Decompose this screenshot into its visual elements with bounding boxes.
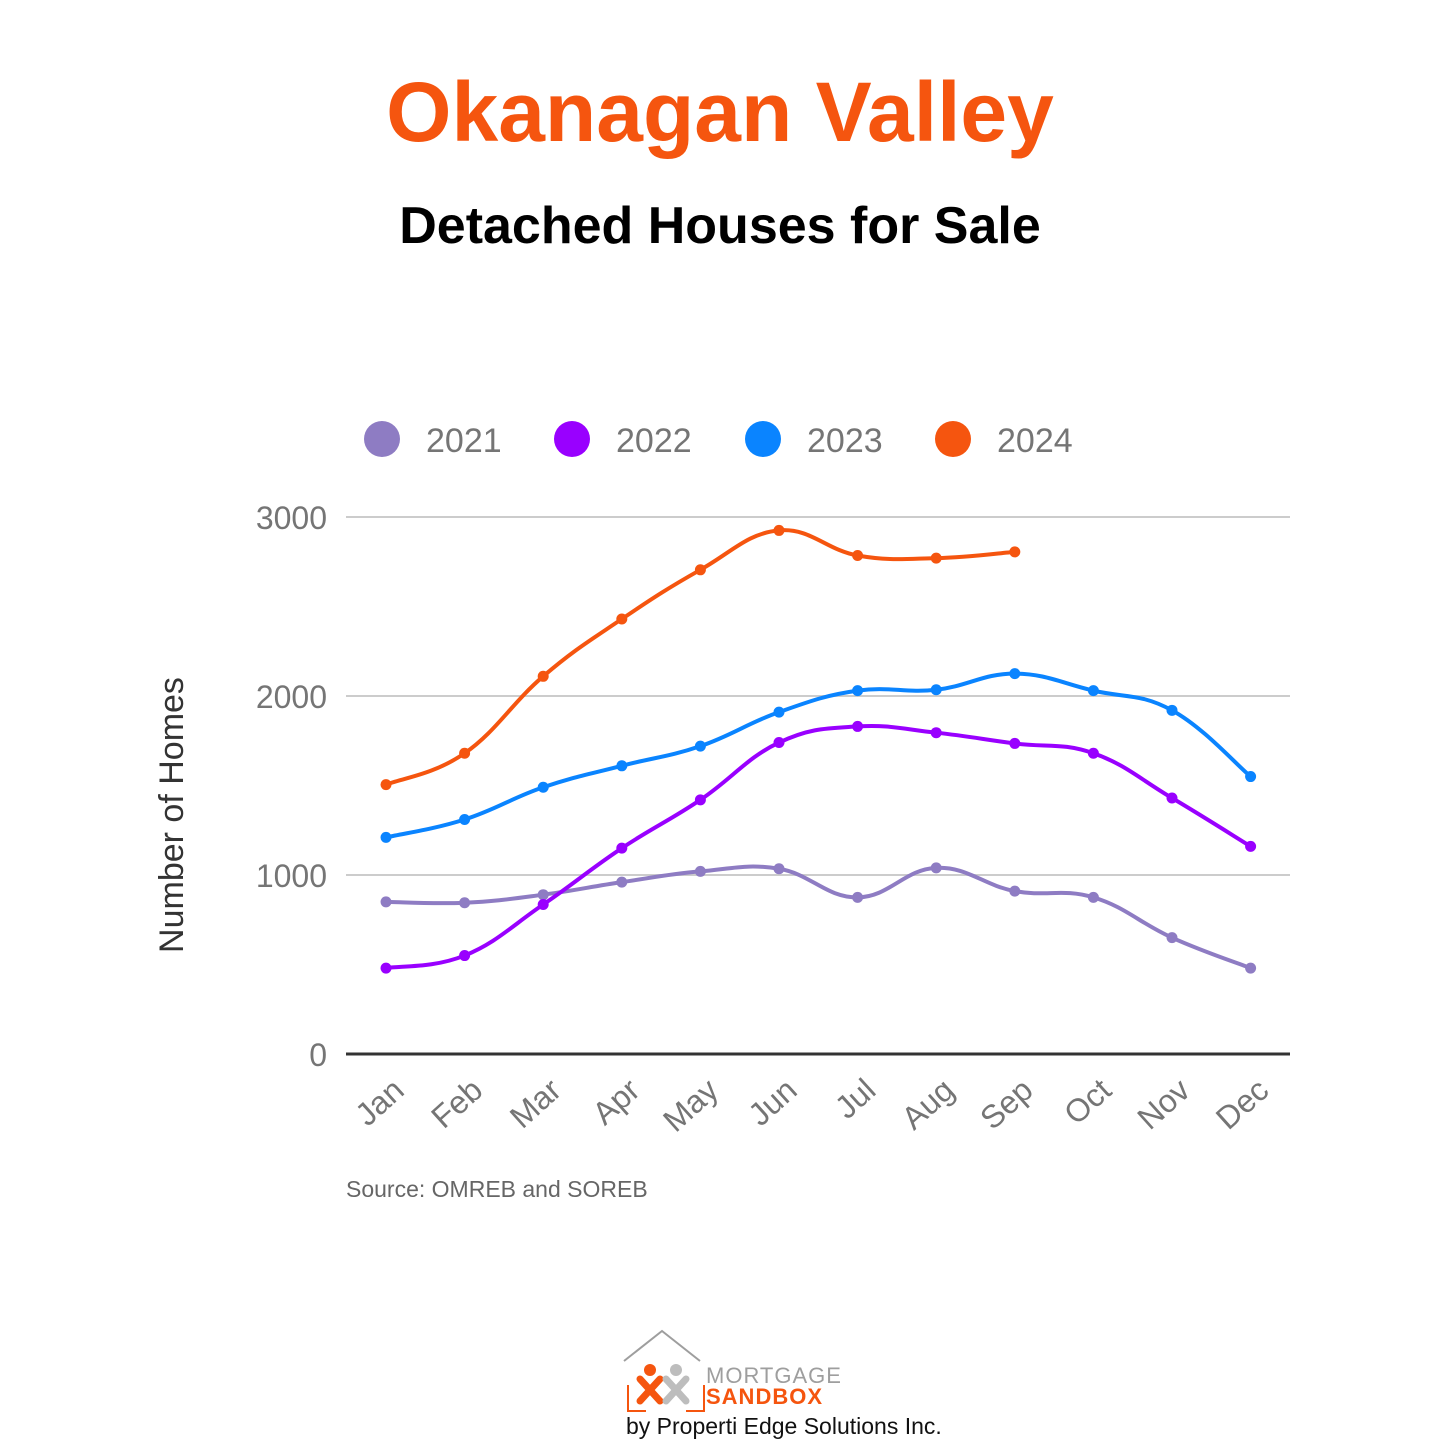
y-tick-label: 1000: [256, 858, 327, 894]
legend-item-2022: 2022: [554, 421, 692, 460]
series-2021: [381, 862, 1257, 973]
chart-series: [381, 525, 1257, 974]
chart-source-note: Source: OMREB and SOREB: [346, 1176, 648, 1203]
series-line-2023: [386, 674, 1251, 838]
data-point-2024: [381, 779, 392, 790]
data-point-2022: [381, 963, 392, 974]
x-tick-label: Nov: [1130, 1071, 1196, 1136]
x-tick-label: Mar: [503, 1071, 568, 1135]
x-tick-label: Dec: [1209, 1071, 1275, 1136]
series-2022: [381, 721, 1257, 974]
data-point-2021: [381, 896, 392, 907]
data-point-2024: [931, 553, 942, 564]
data-point-2021: [459, 897, 470, 908]
data-point-2023: [1167, 705, 1178, 716]
data-point-2021: [616, 877, 627, 888]
data-point-2024: [459, 748, 470, 759]
legend-label: 2023: [807, 422, 883, 460]
data-point-2024: [1009, 546, 1020, 557]
x-axis-ticks: Jan Feb Mar Apr May Jun Jul Aug Sep Oct Nov Dec: [348, 1071, 1275, 1138]
y-axis-label: Number of Homes: [153, 677, 191, 953]
series-line-2021: [386, 867, 1251, 969]
data-point-2022: [695, 794, 706, 805]
data-point-2023: [1009, 668, 1020, 679]
data-point-2024: [616, 614, 627, 625]
data-point-2023: [695, 741, 706, 752]
x-tick-label: May: [656, 1071, 725, 1138]
x-tick-label: Oct: [1057, 1071, 1118, 1131]
chart-grid: [346, 517, 1290, 1054]
x-tick-label: Aug: [894, 1071, 960, 1136]
x-tick-label: Jul: [828, 1071, 882, 1125]
data-point-2022: [1167, 793, 1178, 804]
data-point-2022: [616, 843, 627, 854]
data-point-2024: [538, 671, 549, 682]
data-point-2021: [695, 866, 706, 877]
data-point-2023: [1088, 685, 1099, 696]
data-point-2023: [852, 685, 863, 696]
company-logo: MORTGAGE SANDBOX by Properti Edge Soluti…: [600, 1325, 930, 1440]
data-point-2024: [852, 550, 863, 561]
data-point-2022: [1009, 738, 1020, 749]
legend-swatch: [554, 421, 590, 457]
series-line-2022: [386, 726, 1251, 968]
data-point-2021: [1088, 892, 1099, 903]
series-2023: [381, 668, 1257, 843]
data-point-2021: [774, 863, 785, 874]
x-tick-label: Feb: [424, 1071, 489, 1135]
legend-item-2021: 2021: [364, 421, 502, 460]
legend-swatch: [745, 421, 781, 457]
data-point-2021: [1245, 963, 1256, 974]
data-point-2024: [695, 564, 706, 575]
data-point-2022: [774, 737, 785, 748]
data-point-2023: [538, 782, 549, 793]
data-point-2022: [1245, 841, 1256, 852]
line-chart: 2021 2022 2023 2024 0 1000 2000 3000 Jan Feb Mar…: [0, 0, 1440, 1440]
x-tick-label: Apr: [585, 1071, 646, 1131]
data-point-2022: [931, 727, 942, 738]
x-tick-label: Sep: [973, 1071, 1039, 1136]
data-point-2023: [774, 707, 785, 718]
data-point-2021: [1167, 932, 1178, 943]
legend-swatch: [364, 421, 400, 457]
data-point-2023: [616, 760, 627, 771]
data-point-2023: [1245, 771, 1256, 782]
legend-label: 2024: [997, 422, 1073, 460]
x-tick-label: Jun: [741, 1071, 803, 1132]
data-point-2021: [931, 862, 942, 873]
data-point-2024: [774, 525, 785, 536]
data-point-2022: [852, 721, 863, 732]
y-axis-ticks: 0 1000 2000 3000: [256, 500, 327, 1073]
logo-text-sandbox: SANDBOX: [706, 1384, 823, 1410]
data-point-2022: [459, 950, 470, 961]
x-tick-label: Jan: [348, 1071, 410, 1132]
data-point-2021: [852, 892, 863, 903]
y-tick-label: 0: [309, 1037, 327, 1073]
data-point-2023: [459, 814, 470, 825]
y-tick-label: 3000: [256, 500, 327, 536]
legend-label: 2021: [426, 422, 502, 460]
data-point-2023: [931, 684, 942, 695]
data-point-2021: [538, 889, 549, 900]
legend-item-2023: 2023: [745, 421, 883, 460]
logo-tagline: by Properti Edge Solutions Inc.: [626, 1413, 942, 1440]
house-people-icon: [620, 1325, 710, 1415]
data-point-2021: [1009, 886, 1020, 897]
legend-item-2024: 2024: [935, 421, 1073, 460]
y-tick-label: 2000: [256, 679, 327, 715]
data-point-2023: [381, 832, 392, 843]
data-point-2022: [538, 899, 549, 910]
chart-legend: 2021 2022 2023 2024: [364, 421, 1073, 460]
legend-swatch: [935, 421, 971, 457]
legend-label: 2022: [616, 422, 692, 460]
data-point-2022: [1088, 748, 1099, 759]
